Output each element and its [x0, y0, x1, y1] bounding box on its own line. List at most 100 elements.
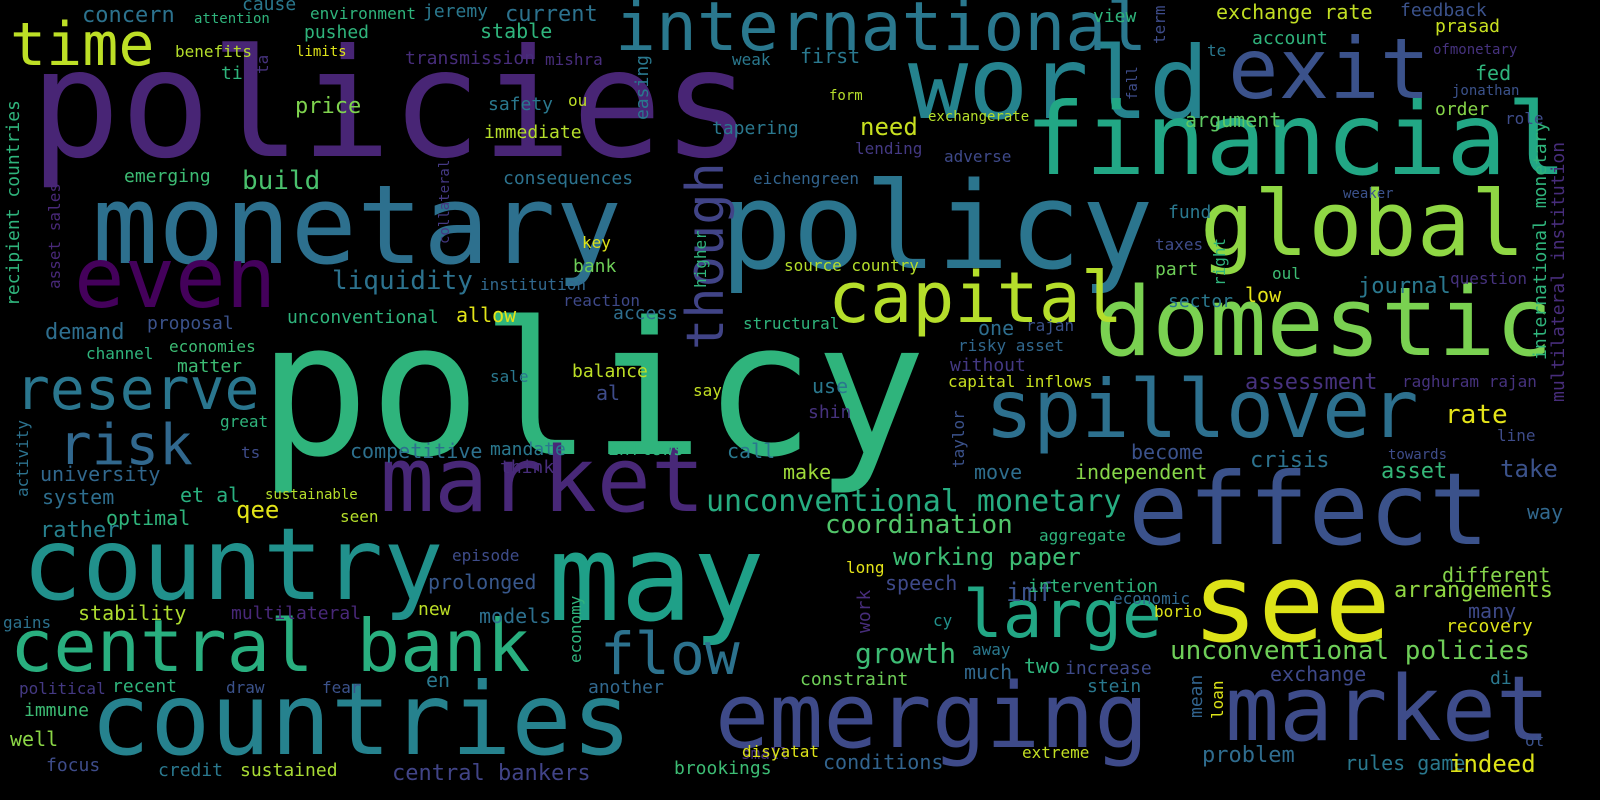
word-oul: oul	[1272, 264, 1301, 283]
word-one: one	[978, 316, 1015, 340]
word-take: take	[1500, 455, 1558, 483]
word-multilateral: multilateral	[231, 603, 362, 624]
word-proposal: proposal	[147, 313, 234, 334]
word-current: current	[505, 2, 598, 27]
word-reserve: reserve	[15, 355, 260, 423]
word-concern: concern	[82, 3, 175, 28]
word-structural: structural	[743, 314, 840, 333]
word-may: may	[548, 510, 765, 649]
word-attention: attention	[194, 11, 270, 27]
word-easing: easing	[632, 54, 653, 120]
word-great: great	[220, 412, 269, 431]
word-away: away	[972, 640, 1011, 659]
word-ou: ou	[568, 91, 588, 110]
word-episode: episode	[452, 546, 520, 565]
word-allow: allow	[456, 303, 517, 327]
word-emerging: emerging	[124, 166, 211, 187]
word-world: world	[908, 25, 1210, 142]
word-flow: flow	[600, 620, 740, 688]
word-sustainable: sustainable	[265, 487, 358, 503]
word-cy: cy	[933, 611, 953, 630]
word-need: need	[860, 113, 918, 141]
word-part: part	[1155, 259, 1199, 280]
word-rather: rather	[40, 518, 120, 543]
word-rules-game: rules game	[1345, 751, 1466, 775]
word-immediate: immediate	[484, 122, 582, 143]
word-stable: stable	[480, 19, 553, 43]
word-higher: higher	[691, 230, 710, 288]
word-en: en	[426, 668, 451, 692]
word-price: price	[295, 94, 362, 119]
word-qee: qee	[236, 496, 280, 524]
word-stability: stability	[78, 601, 187, 625]
word-ta: ta	[253, 54, 272, 74]
word-fed: fed	[1475, 61, 1512, 85]
word-te: te	[1207, 41, 1227, 60]
word-seen: seen	[340, 507, 379, 526]
word-question: question	[1450, 269, 1528, 288]
word-become: become	[1131, 440, 1204, 464]
word-indeed: indeed	[1449, 750, 1536, 778]
word-ti: ti	[221, 63, 243, 84]
word-weak: weak	[732, 50, 771, 69]
word-problem: problem	[1202, 743, 1295, 768]
word-journal: journal	[1358, 274, 1451, 299]
word-safety: safety	[488, 94, 554, 115]
word-university: university	[40, 462, 161, 486]
word-use: use	[812, 374, 849, 398]
word-policy: policy	[720, 158, 1154, 297]
word-borio: borio	[1154, 602, 1203, 621]
word-eichengreen: eichengreen	[753, 169, 859, 188]
word-exchange-rate: exchange rate	[1216, 0, 1373, 24]
word-independent: independent	[1075, 460, 1208, 484]
word-activity: activity	[13, 419, 32, 497]
word-unconventional-monetary: unconventional monetary	[706, 484, 1122, 519]
word-capital-inflows: capital inflows	[948, 372, 1093, 391]
word-limits: limits	[296, 44, 347, 60]
word-towards: towards	[1388, 447, 1448, 463]
word-recent: recent	[112, 676, 178, 697]
word-exchangerate: exchangerate	[928, 109, 1030, 125]
word-working-paper: working paper	[893, 543, 1081, 571]
word-central-bank: central bank	[10, 604, 531, 688]
word-institution: institution	[480, 275, 586, 294]
word-spillover: spillover	[985, 363, 1419, 456]
word-mishra: mishra	[545, 50, 603, 69]
word-without: without	[950, 355, 1026, 376]
word-system: system	[42, 485, 115, 509]
word-stein: stein	[1087, 676, 1142, 697]
word-different: different	[1442, 563, 1551, 587]
word-channel: channel	[86, 344, 154, 363]
word-domestic: domestic	[1095, 268, 1553, 378]
word-tapering: tapering	[712, 118, 799, 139]
word-extreme: extreme	[1022, 743, 1090, 762]
word-immune: immune	[24, 700, 90, 721]
word-argument: argument	[1185, 108, 1282, 132]
word-et-al: et al	[180, 483, 241, 507]
word-al: al	[596, 381, 621, 405]
word-economies: economies	[169, 337, 256, 356]
word-asset: asset	[1381, 459, 1448, 484]
word-consequences: consequences	[503, 168, 634, 189]
word-gains: gains	[3, 613, 52, 632]
word-economy: economy	[566, 595, 585, 663]
word-brookings: brookings	[674, 758, 772, 779]
word-assessment: assessment	[1245, 370, 1378, 395]
word-view: view	[1093, 6, 1137, 27]
word-capital: capital	[828, 257, 1124, 339]
word-large: large	[963, 576, 1162, 653]
word-competitive: competitive	[350, 439, 483, 463]
word-optimal: optimal	[106, 506, 191, 530]
word-another: another	[588, 677, 664, 698]
word-think: think	[500, 457, 555, 478]
word-liquidity: liquidity	[332, 266, 473, 296]
word-see: see	[1192, 539, 1391, 667]
word-well: well	[10, 727, 59, 751]
word-monetary: monetary	[92, 161, 622, 289]
word-arrangements: arrangements	[1394, 578, 1553, 603]
word-reaction: reaction	[563, 291, 641, 310]
word-prasad: prasad	[1435, 16, 1501, 37]
word-fall: fall	[1125, 66, 1141, 100]
word-financial: financial	[1025, 81, 1567, 198]
